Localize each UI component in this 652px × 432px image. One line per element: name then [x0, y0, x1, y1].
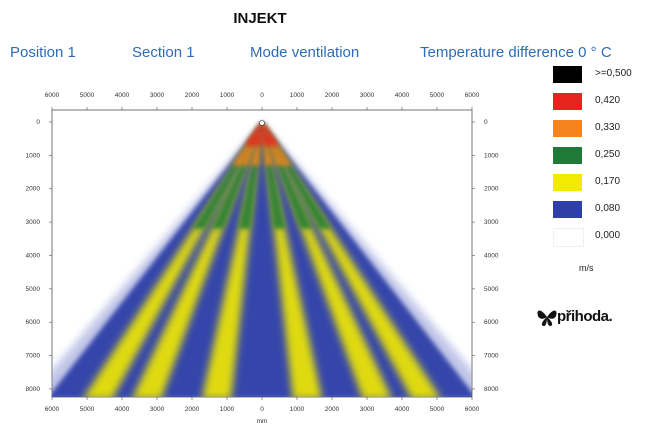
y-tick-label-right: 7000	[484, 353, 499, 360]
legend-label: >=0,500	[595, 68, 632, 79]
header-temperature: Temperature difference 0 ° C	[420, 44, 612, 61]
y-tick-label-right: 0	[484, 119, 488, 126]
legend-item: >=0,500	[553, 66, 648, 93]
x-tick-label-top: 4000	[395, 92, 410, 99]
x-tick-label-bottom: 5000	[80, 406, 95, 413]
legend-item: 0,000	[553, 228, 648, 255]
legend-label: 0,420	[595, 95, 621, 106]
y-tick-label-right: 6000	[484, 319, 499, 326]
y-tick-label-left: 3000	[26, 219, 41, 226]
x-tick-label-top: 5000	[430, 92, 445, 99]
x-tick-label-top: 6000	[45, 92, 60, 99]
chart-title: INJEKT	[233, 10, 287, 27]
y-tick-label-right: 1000	[484, 152, 499, 159]
x-tick-label-bottom: 6000	[45, 406, 60, 413]
legend-label: 0,000	[595, 230, 621, 241]
y-tick-label-left: 1000	[26, 152, 41, 159]
brand-name: přihoda.	[557, 308, 613, 325]
jet-band	[132, 122, 262, 397]
jet-green	[262, 122, 313, 229]
y-tick-label-right: 3000	[484, 219, 499, 226]
jet-green	[262, 122, 286, 229]
jet-green	[238, 122, 262, 229]
y-tick-label-right: 5000	[484, 286, 499, 293]
y-tick-label-left: 4000	[26, 252, 41, 259]
x-tick-label-bottom: 2000	[185, 406, 200, 413]
legend-label: 0,330	[595, 122, 621, 133]
y-tick-label-right: 2000	[484, 186, 499, 193]
legend-item: 0,330	[553, 120, 648, 147]
y-tick-label-left: 6000	[26, 319, 41, 326]
x-tick-label-top: 3000	[150, 92, 165, 99]
legend-swatch	[553, 228, 584, 247]
jet-red	[255, 122, 262, 146]
brand-logo: přihoda.	[536, 300, 636, 332]
x-tick-label-bottom: 5000	[430, 406, 445, 413]
butterfly-logo-icon	[537, 310, 557, 326]
x-tick-label-bottom: 3000	[150, 406, 165, 413]
x-tick-label-top: 1000	[220, 92, 235, 99]
x-tick-label-top: 1000	[290, 92, 305, 99]
plume-group	[52, 122, 472, 397]
y-tick-label-left: 0	[36, 119, 40, 126]
header-section: Section 1	[132, 44, 195, 61]
legend-swatch	[553, 66, 582, 83]
legend-item: 0,250	[553, 147, 648, 174]
x-tick-label-bottom: 4000	[115, 406, 130, 413]
y-tick-label-left: 5000	[26, 286, 41, 293]
legend-item: 0,420	[553, 93, 648, 120]
header-mode: Mode ventilation	[250, 44, 360, 61]
source-point	[259, 120, 265, 126]
y-tick-label-left: 8000	[26, 386, 41, 393]
legend-swatch	[553, 174, 582, 191]
plume-core	[52, 122, 472, 397]
legend-label: 0,080	[595, 203, 621, 214]
x-tick-label-bottom: 3000	[360, 406, 375, 413]
legend-label: 0,250	[595, 149, 621, 160]
x-tick-label-bottom: 6000	[465, 406, 480, 413]
jet-red	[249, 122, 262, 146]
legend-item: 0,080	[553, 201, 648, 228]
y-tick-label-left: 7000	[26, 353, 41, 360]
legend: >=0,500 0,420 0,330 0,250 0,170 0,080 0,000	[553, 66, 648, 255]
x-tick-label-top: 6000	[465, 92, 480, 99]
x-tick-label-top: 2000	[185, 92, 200, 99]
x-tick-label-bottom: 1000	[220, 406, 235, 413]
x-tick-label-bottom: 0	[260, 406, 264, 413]
y-tick-label-left: 2000	[26, 186, 41, 193]
legend-swatch	[553, 147, 582, 164]
x-axis-label: mm	[257, 418, 268, 425]
jet-orange	[232, 122, 262, 166]
legend-unit: m/s	[579, 263, 594, 273]
jet-band	[262, 122, 392, 397]
x-tick-label-top: 4000	[115, 92, 130, 99]
x-tick-label-top: 2000	[325, 92, 340, 99]
y-tick-label-right: 8000	[484, 386, 499, 393]
jet-red	[245, 122, 262, 146]
x-tick-label-top: 5000	[80, 92, 95, 99]
x-tick-label-top: 3000	[360, 92, 375, 99]
x-tick-label-bottom: 1000	[290, 406, 305, 413]
jet-red	[262, 122, 279, 146]
x-tick-label-bottom: 2000	[325, 406, 340, 413]
y-tick-label-right: 4000	[484, 252, 499, 259]
jet-green	[211, 122, 262, 229]
legend-swatch	[553, 93, 582, 110]
legend-item: 0,170	[553, 174, 648, 201]
legend-swatch	[553, 201, 582, 218]
legend-label: 0,170	[595, 176, 621, 187]
x-tick-label-top: 0	[260, 92, 264, 99]
x-tick-label-bottom: 4000	[395, 406, 410, 413]
header-position: Position 1	[10, 44, 76, 61]
legend-swatch	[553, 120, 582, 137]
